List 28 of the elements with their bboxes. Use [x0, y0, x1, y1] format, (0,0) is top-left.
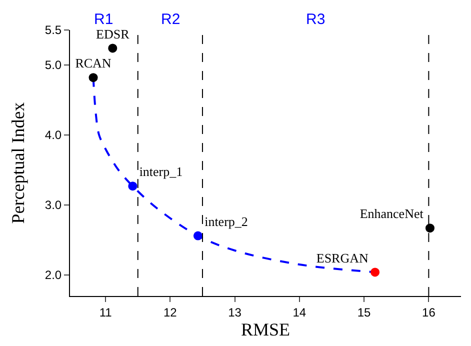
x-tick-label: 14: [292, 305, 306, 320]
x-tick-label: 12: [163, 305, 178, 320]
y-tick-label: 3.0: [44, 198, 62, 212]
series-label: interp_1: [139, 164, 183, 180]
x-axis-title: RMSE: [240, 320, 290, 340]
x-tick-label: 15: [357, 305, 372, 320]
series-label: EnhanceNet: [360, 206, 424, 222]
x-tick-label: 13: [228, 305, 242, 320]
series-label: EDSR: [96, 26, 130, 42]
point: [128, 182, 138, 191]
series-label: ESRGAN: [316, 250, 370, 266]
x-tick-label: 16: [422, 305, 436, 320]
point: [370, 268, 380, 277]
y-tick-label: 5.0: [44, 58, 62, 72]
text: R1: [94, 11, 114, 28]
point: [88, 73, 98, 82]
series-label: RCAN: [75, 56, 112, 71]
text: R3: [306, 11, 326, 28]
y-tick-label: 2.0: [44, 268, 62, 282]
y-tick-label: 4.0: [44, 128, 62, 142]
point: [193, 231, 202, 240]
point: [108, 44, 118, 53]
y-tick-label: 5.5: [44, 23, 62, 38]
text: R2: [161, 11, 180, 28]
x-tick-label: 11: [99, 305, 112, 320]
series-label: interp_2: [204, 214, 248, 229]
y-axis-title: Perceptual Index: [8, 102, 28, 224]
point: [425, 224, 434, 233]
